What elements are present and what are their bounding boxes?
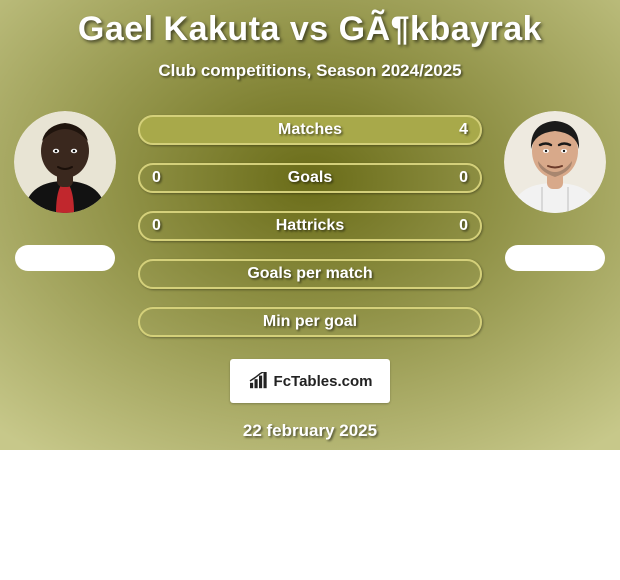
stat-label: Goals [140,165,480,191]
bar-chart-icon [248,372,270,390]
avatar-right [504,111,606,213]
stat-row: Goals per match [138,259,482,289]
player-right-name-pill [505,245,605,271]
stat-row: Hattricks0 0 [138,211,482,241]
subtitle: Club competitions, Season 2024/2025 [0,61,620,81]
stat-row: Min per goal [138,307,482,337]
comparison-card: Gael Kakuta vs GÃ¶kbayrak Club competiti… [0,0,620,580]
stat-label: Hattricks [140,213,480,239]
player-left-name-pill [15,245,115,271]
avatar-right-image [504,111,606,213]
stat-row: Matches4 [138,115,482,145]
stat-value-right: 0 [459,213,468,239]
comparison-row: Matches4Goals00Hattricks00Goals per matc… [0,111,620,337]
stat-value-right: 0 [459,165,468,191]
player-left [10,111,120,271]
stats-column: Matches4Goals00Hattricks00Goals per matc… [138,115,482,337]
player-right [500,111,610,271]
date-label: 22 february 2025 [0,421,620,441]
avatar-left [14,111,116,213]
brand-text: FcTables.com [274,373,373,390]
stat-value-left: 0 [152,165,161,191]
brand-box[interactable]: FcTables.com [230,359,390,403]
page-title: Gael Kakuta vs GÃ¶kbayrak [0,10,620,49]
stat-value-right: 4 [459,117,468,143]
stat-label: Min per goal [140,309,480,335]
stat-value-left: 0 [152,213,161,239]
avatar-left-image [14,111,116,213]
stat-row: Goals0 0 [138,163,482,193]
stat-label: Matches [140,117,480,143]
stat-label: Goals per match [140,261,480,287]
